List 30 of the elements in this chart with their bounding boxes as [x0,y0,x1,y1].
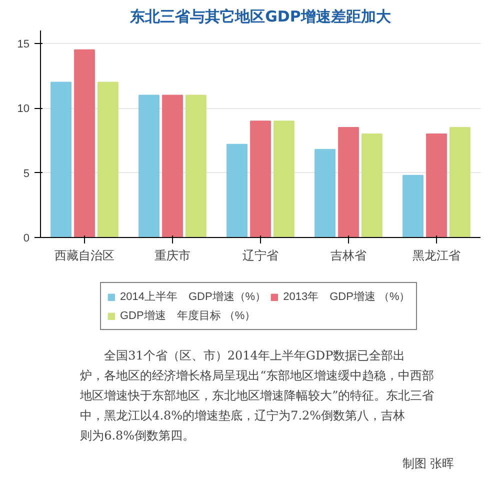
bar [50,82,72,238]
legend-label: 2014上半年 GDP增速（%） [120,290,266,304]
bar [97,82,118,238]
legend-label: 2013年 GDP增速 （%） [283,290,410,304]
y-tick-label: 0 [23,232,30,244]
text: 制图 张晖 [402,456,454,470]
x-tick-label: 辽宁省 [242,248,278,262]
bar [185,94,206,238]
x-tick-label: 黑龙江省 [412,248,460,262]
bar [273,120,294,238]
y-tick-label: 5 [23,168,30,180]
x-tick-label: 重庆市 [154,248,190,262]
x-tick-label: 吉林省 [330,248,366,262]
bar [361,134,382,238]
bar [74,49,95,238]
bar [338,127,359,238]
legend-label: GDP增速 年度目标 （%） [120,308,256,323]
bar [250,120,271,238]
y-tick-label: 15 [17,38,30,50]
x-tick-label: 西藏自治区 [54,248,114,262]
bar [314,149,336,238]
bar [162,94,183,238]
bar [426,134,447,238]
y-tick-label: 10 [17,103,30,116]
bar [402,174,424,238]
bar [138,94,160,238]
bar [449,127,470,238]
bar [226,144,248,238]
chart-title: 东北三省与其它地区GDP增速差距加大 [129,8,392,26]
text: 全国31个省（区、市）2014年上半年GDP数据已全部出炉，各地区的经济增长格局呈现出“东部地区增速缓中趋稳，中西部地区增速快于东部地区，东北地区增速降幅较大”的特征。东北三省中，黑龙江以4.8%的增速垫底，辽宁为7.2%倒数第八，吉林则为6.8%倒数第四。 [79,348,434,442]
